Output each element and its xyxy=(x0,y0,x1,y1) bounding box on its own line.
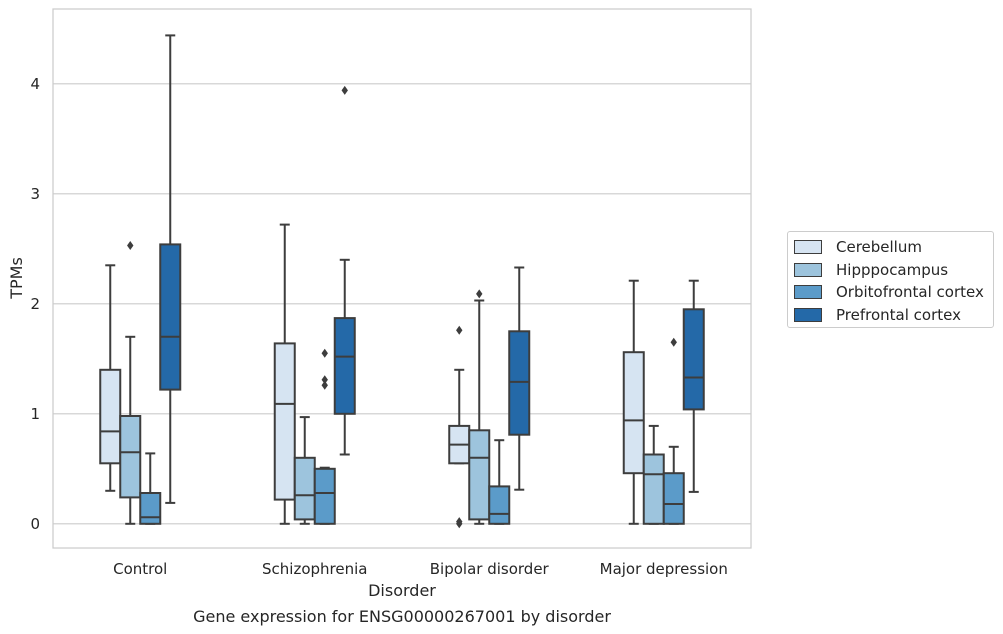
box-body xyxy=(119,415,142,499)
box-body xyxy=(642,453,665,525)
box-body xyxy=(468,429,491,521)
outlier-marker xyxy=(321,380,328,390)
box-hipppocampus-major-depression xyxy=(642,424,665,525)
legend-swatch xyxy=(794,307,822,322)
y-tick-label: 1 xyxy=(30,405,40,423)
legend-label: Cerebellum xyxy=(836,238,922,257)
x-tick-label: Control xyxy=(113,560,167,578)
legend-label: Hipppocampus xyxy=(836,260,949,279)
box-cerebellum-bipolar-disorder xyxy=(448,325,471,529)
outlier-marker xyxy=(341,85,348,95)
x-axis-ticks: Control Schizophrenia Bipolar disorder Majo… xyxy=(113,560,728,578)
legend-item: Hipppocampus xyxy=(794,259,987,282)
box-body xyxy=(508,330,531,436)
box-body xyxy=(273,342,296,501)
x-tick-label: Bipolar disorder xyxy=(430,560,550,578)
box-hipppocampus-schizophrenia xyxy=(293,416,316,525)
outlier-marker xyxy=(456,325,463,335)
box-body xyxy=(293,456,316,521)
legend-item: Cerebellum xyxy=(794,236,987,259)
box-body xyxy=(159,243,182,391)
y-tick-label: 3 xyxy=(30,185,40,203)
box-body xyxy=(99,368,122,465)
y-axis-label: TPMs xyxy=(7,257,26,300)
box-orbitofrontal-cortex-control xyxy=(139,452,162,525)
box-orbitofrontal-cortex-schizophrenia xyxy=(313,348,336,525)
legend: Cerebellum Hipppocampus Orbitofrontal cort… xyxy=(787,231,994,328)
box-hipppocampus-bipolar-disorder xyxy=(468,289,491,525)
y-tick-label: 4 xyxy=(30,75,40,93)
outlier-marker xyxy=(321,348,328,358)
x-tick-label: Schizophrenia xyxy=(262,560,367,578)
x-axis-label: Disorder xyxy=(368,581,436,600)
box-body xyxy=(333,317,356,415)
box-body xyxy=(313,467,336,525)
box-plot-area xyxy=(99,34,705,529)
box-hipppocampus-control xyxy=(119,241,142,525)
box-body xyxy=(488,485,511,525)
box-orbitofrontal-cortex-major-depression xyxy=(662,337,685,525)
x-tick-label: Major depression xyxy=(600,560,728,578)
y-tick-label: 2 xyxy=(30,295,40,313)
box-prefrontal-cortex-major-depression xyxy=(682,279,705,493)
box-orbitofrontal-cortex-bipolar-disorder xyxy=(488,439,511,525)
box-cerebellum-schizophrenia xyxy=(273,223,296,525)
outlier-marker xyxy=(456,517,463,527)
box-cerebellum-major-depression xyxy=(622,279,645,525)
y-axis-ticks: 0 1 2 3 4 xyxy=(30,75,40,533)
legend-label: Orbitofrontal cortex xyxy=(836,283,984,302)
outlier-marker xyxy=(476,289,483,299)
legend-swatch xyxy=(794,285,822,300)
box-prefrontal-cortex-schizophrenia xyxy=(333,85,356,456)
box-body xyxy=(622,351,645,475)
box-prefrontal-cortex-bipolar-disorder xyxy=(508,266,531,491)
legend-swatch xyxy=(794,240,822,255)
legend-label: Prefrontal cortex xyxy=(836,305,961,324)
legend-swatch xyxy=(794,262,822,277)
chart-caption: Gene expression for ENSG00000267001 by d… xyxy=(193,607,611,626)
outlier-marker xyxy=(670,337,677,347)
y-tick-label: 0 xyxy=(30,515,40,533)
box-body xyxy=(682,308,705,411)
box-body xyxy=(662,472,685,525)
outlier-marker xyxy=(127,241,134,250)
outlier-marker xyxy=(321,375,328,385)
box-prefrontal-cortex-control xyxy=(159,34,182,504)
legend-item: Prefrontal cortex xyxy=(794,304,987,327)
box-body xyxy=(139,492,162,525)
box-cerebellum-control xyxy=(99,264,122,492)
legend-item: Orbitofrontal cortex xyxy=(794,281,987,304)
plot-frame xyxy=(52,8,752,549)
